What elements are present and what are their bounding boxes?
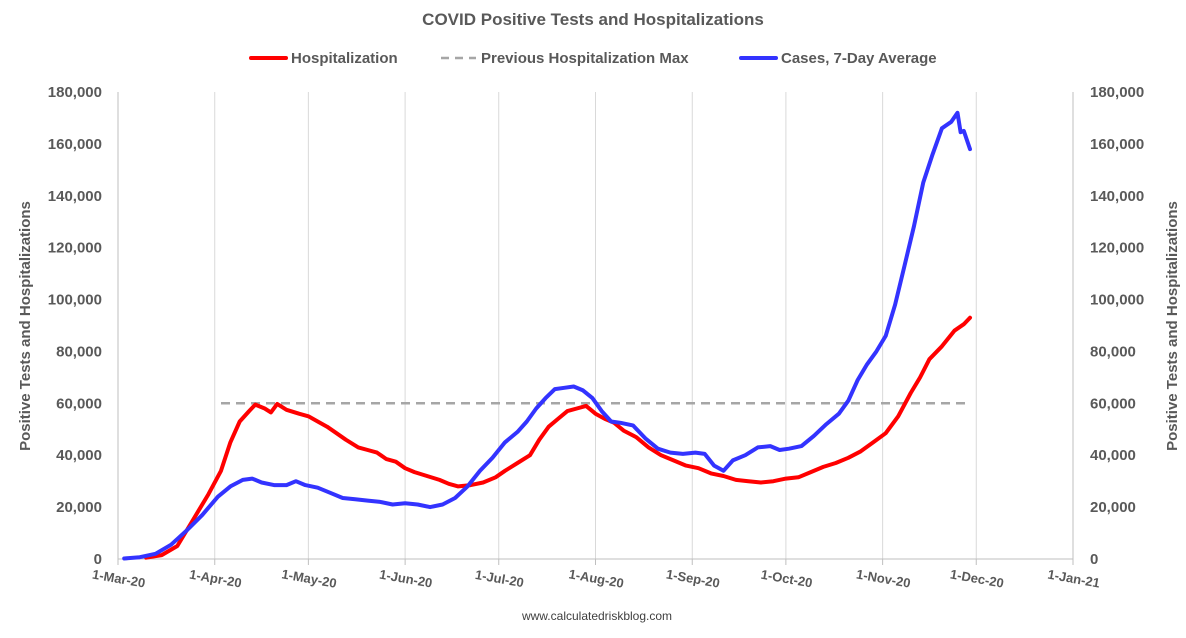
y-tick-label-right: 0	[1090, 551, 1098, 568]
y-tick-label-right: 80,000	[1090, 343, 1136, 360]
y-tick-label-right: 120,000	[1090, 240, 1144, 257]
x-tick-label: 1-Oct-20	[760, 567, 814, 591]
y-tick-label-left: 160,000	[48, 136, 102, 153]
y-ticks-left: 0 20,000 40,000 60,000 80,000 100,000 120,000 1…	[48, 84, 102, 568]
y-tick-label-left: 140,000	[48, 188, 102, 205]
x-tick-label: 1-Jan-21	[1047, 567, 1102, 591]
y-tick-label-right: 60,000	[1090, 395, 1136, 412]
footer-source: www.calculatedriskblog.com	[521, 609, 672, 623]
x-ticks: 1-Mar-20 1-Apr-20 1-May-20 1-Jun-20 1-Jul-20…	[91, 566, 1101, 590]
y-tick-label-right: 100,000	[1090, 292, 1144, 309]
y-tick-label-left: 100,000	[48, 292, 102, 309]
y-tick-label-left: 180,000	[48, 84, 102, 101]
y-tick-label-left: 40,000	[56, 447, 102, 464]
axes	[117, 92, 1074, 565]
y-tick-label-left: 120,000	[48, 240, 102, 257]
y-axis-label-right: Positive Tests and Hospitalizations	[1164, 201, 1181, 451]
legend: Hospitalization Previous Hospitalization …	[249, 50, 937, 67]
x-tick-label: 1-Aug-20	[568, 566, 625, 590]
legend-label: Hospitalization	[291, 50, 398, 67]
x-tick-label: 1-Apr-20	[188, 567, 243, 591]
x-tick-label: 1-Sep-20	[665, 566, 721, 590]
series-line-cases-7-day-average	[122, 110, 972, 561]
legend-label: Previous Hospitalization Max	[481, 50, 689, 67]
y-tick-label-right: 160,000	[1090, 136, 1144, 153]
x-tick-label: 1-Nov-20	[855, 566, 912, 590]
y-tick-label-left: 60,000	[56, 395, 102, 412]
x-tick-label: 1-Jun-20	[378, 567, 433, 591]
y-axis-label-left: Positive Tests and Hospitalizations	[17, 201, 34, 451]
y-tick-label-right: 40,000	[1090, 447, 1136, 464]
y-ticks-right: 0 20,000 40,000 60,000 80,000 100,000 120,000 1…	[1090, 84, 1144, 568]
y-tick-label-right: 20,000	[1090, 499, 1136, 516]
legend-label: Cases, 7-Day Average	[781, 50, 937, 67]
x-tick-label: 1-Mar-20	[91, 567, 146, 591]
y-tick-label-left: 0	[94, 551, 102, 568]
x-tick-label: 1-Dec-20	[949, 566, 1005, 590]
x-tick-label: 1-May-20	[280, 566, 337, 590]
y-tick-label-right: 140,000	[1090, 188, 1144, 205]
chart-title: COVID Positive Tests and Hospitalization…	[422, 10, 764, 29]
x-tick-label: 1-Jul-20	[474, 567, 525, 590]
series-line-hospitalization	[144, 315, 972, 560]
y-tick-label-left: 20,000	[56, 499, 102, 516]
y-tick-label-right: 180,000	[1090, 84, 1144, 101]
y-tick-label-left: 80,000	[56, 343, 102, 360]
series-layer	[122, 110, 972, 561]
